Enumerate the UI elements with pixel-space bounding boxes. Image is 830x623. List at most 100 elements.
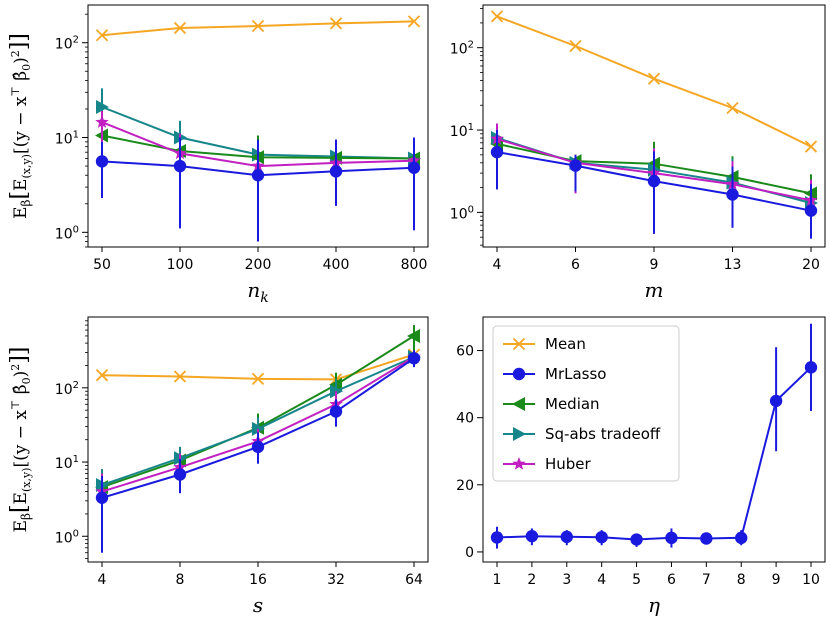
data-point — [490, 531, 504, 544]
series-line — [496, 15, 812, 148]
data-point — [173, 468, 187, 481]
x-tick-label: 64 — [405, 572, 423, 588]
y-tick-label: 100 — [55, 224, 79, 242]
data-point — [173, 159, 187, 173]
data-point — [490, 145, 504, 159]
data-point — [595, 530, 608, 544]
y-tick-label: 102 — [55, 380, 79, 398]
ticks: 4 6 9 13 20 100 101 102 — [450, 8, 820, 273]
data-point — [95, 115, 109, 128]
data-point — [251, 19, 265, 33]
x-tick-label: 200 — [245, 257, 272, 273]
x-tick-label: 2 — [527, 572, 536, 588]
data-point — [525, 529, 539, 543]
data-point — [804, 204, 818, 217]
data-point — [647, 72, 661, 85]
data-point — [96, 99, 109, 114]
x-tick-label: 8 — [737, 572, 746, 588]
x-axis-label: s — [253, 593, 263, 617]
legend: Mean MrLasso Median Sq-abs tradeoff Huber — [492, 325, 680, 482]
data-point — [665, 531, 678, 545]
data-point — [329, 165, 343, 178]
data-point — [769, 394, 783, 408]
y-tick-label: 100 — [55, 528, 79, 546]
panel-eta: 1 2 3 4 5 6 7 8 9 10 0 20 40 60 η Mean MrLasso Median Sq-a… — [456, 316, 826, 617]
data-point — [95, 155, 109, 168]
plot-area — [95, 325, 421, 553]
legend-entry: Median — [503, 395, 600, 413]
data-point — [407, 352, 421, 365]
y-axis-label: Eβ[E(x,y)[(y − x⊤ β̂0)2]] — [7, 33, 33, 219]
data-point — [804, 361, 818, 374]
data-point — [569, 159, 582, 172]
x-tick-label: 50 — [93, 257, 111, 273]
x-tick-label: 6 — [667, 572, 676, 588]
x-tick-label: 9 — [772, 572, 781, 588]
y-tick-label: 101 — [55, 130, 79, 148]
plot-area — [490, 323, 818, 549]
legend-box — [492, 325, 680, 482]
y-tick-label: 102 — [450, 40, 474, 58]
axes-frame — [482, 316, 826, 563]
data-point — [490, 10, 504, 23]
legend-label: Huber — [545, 455, 592, 473]
x-axis-label: η — [648, 593, 660, 617]
series-mrlasso — [95, 350, 421, 553]
data-point — [251, 440, 265, 454]
plot-area — [490, 10, 818, 239]
panel-m: 4 6 9 13 20 100 101 102 m — [450, 4, 826, 302]
x-tick-label: 4 — [98, 572, 107, 588]
legend-entry: Sq-abs tradeoff — [503, 425, 661, 443]
x-tick-label: 4 — [597, 572, 606, 588]
x-tick-label: 6 — [571, 257, 580, 273]
series-mean — [95, 348, 421, 386]
data-point — [560, 530, 573, 544]
x-tick-label: 800 — [401, 257, 428, 273]
y-tick-label: 101 — [450, 122, 474, 140]
x-tick-label: 400 — [323, 257, 350, 273]
legend-entry: MrLasso — [503, 365, 606, 383]
data-point — [251, 169, 265, 182]
legend-marker — [512, 457, 526, 470]
x-tick-label: 1 — [493, 572, 502, 588]
series-line — [101, 20, 415, 37]
data-point — [407, 161, 421, 174]
x-tick-label: 3 — [562, 572, 571, 588]
plot-area — [95, 15, 421, 242]
data-point — [804, 140, 818, 153]
y-tick-label: 60 — [456, 344, 474, 360]
x-tick-label: 100 — [167, 257, 194, 273]
series-line — [496, 366, 812, 541]
data-point — [726, 188, 739, 201]
x-axis-label: m — [645, 278, 664, 302]
axes-frame — [482, 4, 826, 248]
y-tick-label: 40 — [456, 411, 474, 427]
data-point — [700, 532, 713, 545]
series-mean — [95, 15, 421, 42]
x-axis-label: nk — [247, 278, 268, 306]
y-tick-label: 101 — [55, 454, 79, 472]
axes-frame — [87, 316, 429, 563]
ticks: 1 2 3 4 5 6 7 8 9 10 0 20 40 60 — [456, 344, 820, 588]
x-tick-label: 13 — [724, 257, 742, 273]
data-point — [95, 369, 109, 382]
y-tick-label: 102 — [55, 35, 79, 53]
x-tick-label: 5 — [632, 572, 641, 588]
x-tick-label: 16 — [249, 572, 267, 588]
data-point — [647, 174, 661, 188]
legend-label: MrLasso — [545, 365, 606, 383]
x-tick-label: 4 — [493, 257, 502, 273]
legend-marker — [512, 397, 525, 411]
legend-label: Mean — [545, 335, 586, 353]
data-point — [735, 531, 748, 545]
axes-frame — [87, 4, 429, 248]
data-point — [173, 370, 187, 383]
legend-entry: Mean — [503, 335, 586, 353]
legend-label: Median — [545, 395, 600, 413]
x-tick-label: 10 — [802, 572, 820, 588]
data-point — [407, 15, 421, 28]
data-point — [630, 533, 643, 546]
data-point — [329, 17, 343, 30]
data-point — [95, 491, 109, 504]
